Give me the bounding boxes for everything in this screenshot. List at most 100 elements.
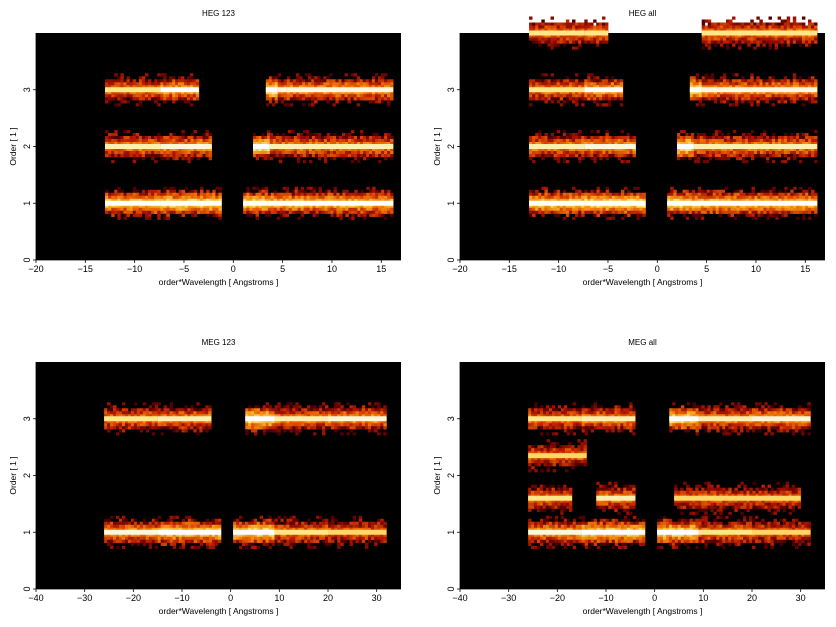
heatmap-cell <box>363 195 367 199</box>
heatmap-cell <box>175 136 179 140</box>
heatmap-cell <box>390 192 394 196</box>
heatmap-cell <box>332 148 337 152</box>
heatmap-cell <box>750 139 755 143</box>
heatmap-cell <box>311 139 316 143</box>
y-tick-label: 1 <box>22 201 32 206</box>
heatmap-cell <box>108 100 112 104</box>
heatmap-cell <box>312 195 316 199</box>
heatmap-cell <box>611 204 616 208</box>
heatmap-cell <box>811 34 815 38</box>
heatmap-cell <box>587 94 591 98</box>
heatmap-cell <box>572 207 576 211</box>
heatmap-cell <box>151 192 155 196</box>
heatmap-cell <box>716 25 721 29</box>
heatmap-cell <box>596 91 600 95</box>
heatmap-cell <box>300 189 305 193</box>
heatmap-cell <box>326 136 331 140</box>
heatmap-cell <box>287 139 292 143</box>
heatmap-cell <box>756 136 761 140</box>
heatmap-cell <box>550 198 555 202</box>
heatmap-cell <box>255 148 260 152</box>
heatmap-cell <box>726 133 731 137</box>
heatmap-cell <box>578 195 582 199</box>
heatmap-cell <box>270 207 275 211</box>
heatmap-cell <box>753 40 757 44</box>
heatmap-cell <box>265 85 270 89</box>
heatmap-cell <box>303 192 307 196</box>
heatmap-cell <box>347 85 351 89</box>
heatmap-cell <box>256 423 261 427</box>
heatmap-cell <box>295 97 300 101</box>
heatmap-cell <box>371 79 376 83</box>
heatmap-cell <box>205 423 209 427</box>
band-core <box>157 416 212 422</box>
heatmap-cell <box>387 151 391 155</box>
heatmap-cell <box>732 85 736 89</box>
heatmap-cell <box>351 136 355 140</box>
heatmap-cell <box>745 207 749 211</box>
heatmap-cell <box>762 100 766 104</box>
heatmap-cell <box>620 142 624 146</box>
heatmap-cell <box>206 195 210 199</box>
heatmap-cell <box>611 192 616 196</box>
heatmap-cell <box>279 192 284 196</box>
heatmap-cell <box>199 154 203 158</box>
heatmap-cell <box>712 210 717 214</box>
heatmap-cell <box>126 82 131 86</box>
heatmap-cell <box>279 207 284 211</box>
heatmap-cell <box>556 79 561 83</box>
heatmap-cell <box>765 142 770 146</box>
heatmap-cell <box>138 154 143 158</box>
heatmap-cell <box>160 142 164 146</box>
heatmap-cell <box>374 97 379 101</box>
heatmap-cell <box>384 85 388 89</box>
heatmap-cell <box>811 189 815 193</box>
heatmap-cell <box>172 426 176 430</box>
heatmap-cell <box>811 37 815 41</box>
heatmap-cell <box>267 136 271 140</box>
heatmap-cell <box>132 79 137 83</box>
heatmap-cell <box>599 189 604 193</box>
heatmap-cell <box>777 85 782 89</box>
heatmap-cell <box>157 136 161 140</box>
heatmap-cell <box>274 91 279 95</box>
heatmap-cell <box>704 85 709 89</box>
heatmap-cell <box>784 189 788 193</box>
heatmap-cell <box>723 139 728 143</box>
heatmap-cell <box>614 207 619 211</box>
heatmap-cell <box>720 139 725 143</box>
heatmap-cell <box>160 148 164 152</box>
heatmap-cell <box>148 423 153 427</box>
heatmap-cell <box>572 151 576 155</box>
heatmap-cell <box>541 157 545 161</box>
heatmap-cell <box>568 37 573 41</box>
heatmap-cell <box>265 414 270 418</box>
heatmap-cell <box>712 207 717 211</box>
heatmap-cell <box>339 210 343 214</box>
heatmap-cell <box>759 136 764 140</box>
heatmap-cell <box>105 151 109 155</box>
heatmap-cell <box>596 148 600 152</box>
heatmap-cell <box>249 195 253 199</box>
heatmap-cell <box>738 79 742 83</box>
heatmap-cell <box>369 204 373 208</box>
heatmap-cell <box>575 22 579 26</box>
heatmap-cell <box>596 40 600 44</box>
heatmap-cell <box>138 213 143 217</box>
heatmap-cell <box>738 82 742 86</box>
heatmap-cell <box>203 192 207 196</box>
heatmap-cell <box>780 25 785 29</box>
heatmap-cell <box>261 195 266 199</box>
heatmap-cell <box>798 37 803 41</box>
heatmap-cell <box>178 142 182 146</box>
heatmap-cell <box>532 195 536 199</box>
heatmap-cell <box>336 198 340 202</box>
heatmap-cell <box>357 148 361 152</box>
heatmap-cell <box>123 151 127 155</box>
heatmap-cell <box>559 148 564 152</box>
heatmap-cell <box>553 198 558 202</box>
heatmap-cell <box>550 136 555 140</box>
heatmap-cell <box>614 136 618 140</box>
heatmap-cell <box>276 207 281 211</box>
heatmap-cell <box>572 85 576 89</box>
